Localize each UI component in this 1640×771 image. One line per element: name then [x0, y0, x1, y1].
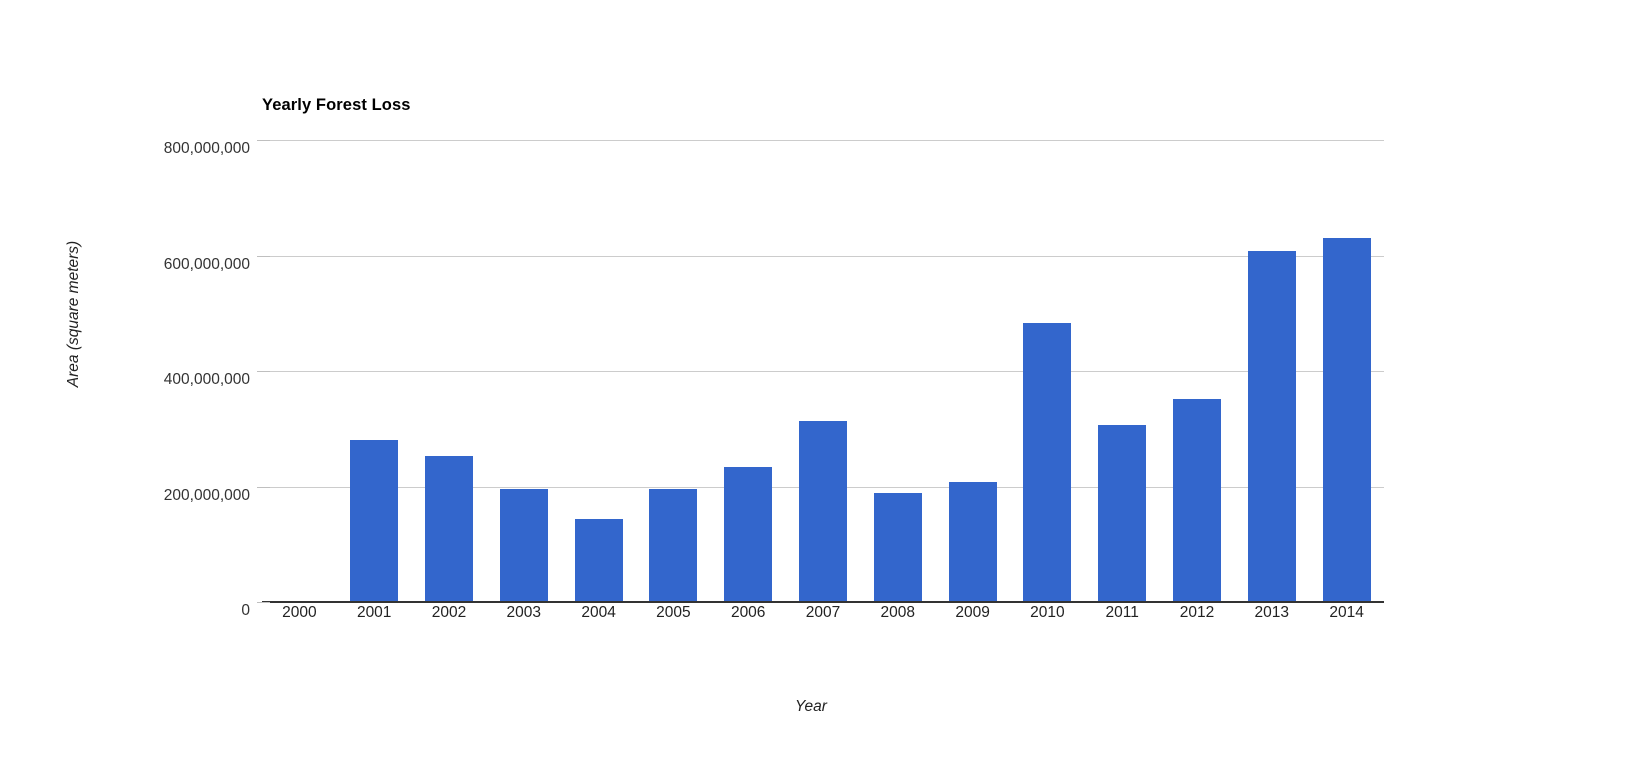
bar[interactable] [873, 492, 922, 602]
gridline [262, 255, 1384, 257]
bar[interactable] [350, 440, 399, 602]
bar[interactable] [724, 467, 773, 602]
y-tick-mark [257, 255, 270, 257]
y-tick-label: 400,000,000 [163, 371, 250, 388]
x-axis-ticks: 2000 2001 2002 2003 2004 2005 2006 2007 2008 2009… [262, 604, 1384, 634]
bar-slot [1010, 140, 1085, 602]
bar-slot [860, 140, 935, 602]
y-axis-title: Area (square meters) [65, 240, 82, 388]
bar-series [262, 140, 1384, 602]
x-tick-label: 2006 [730, 604, 766, 621]
x-tick-label: 2002 [431, 604, 467, 621]
x-tick-label: 2011 [1105, 604, 1139, 621]
bar-slot [1085, 140, 1160, 602]
x-tick-label: 2000 [282, 604, 317, 621]
bar[interactable] [1023, 322, 1072, 602]
bar[interactable] [1098, 425, 1147, 602]
gridline [262, 371, 1384, 372]
x-tick-label: 2014 [1329, 604, 1364, 621]
bar-slot [636, 140, 711, 602]
bar[interactable] [649, 488, 698, 602]
x-tick-label: 2010 [1030, 604, 1065, 621]
y-tick-label: 600,000,000 [163, 255, 250, 273]
y-tick-mark [257, 602, 270, 603]
x-tick-label: 2008 [880, 604, 916, 621]
bar-slot [1160, 140, 1235, 602]
x-axis-title-text: Year [795, 698, 827, 715]
x-tick-label: 2005 [656, 604, 691, 621]
bar-slot [786, 140, 861, 602]
y-tick-mark [257, 140, 270, 141]
bar-slot [486, 140, 561, 602]
bar-slot [1234, 140, 1309, 602]
gridline [262, 140, 1384, 141]
x-tick-label: 2004 [581, 604, 616, 621]
bar-slot [262, 140, 337, 602]
bar-slot [561, 140, 636, 602]
chart-title: Yearly Forest Loss [262, 96, 411, 114]
y-tick-label: 800,000,000 [163, 140, 250, 157]
bar[interactable] [1172, 398, 1221, 602]
bar-slot [1309, 140, 1384, 602]
x-tick-label: 2013 [1254, 604, 1290, 621]
x-axis-title: Year [0, 698, 1640, 716]
bar-slot [412, 140, 487, 602]
bar[interactable] [424, 456, 473, 602]
bar[interactable] [1322, 238, 1371, 602]
bar-slot [337, 140, 412, 602]
bar[interactable] [948, 481, 997, 602]
x-tick-label: 2001 [356, 604, 392, 621]
bar-slot [935, 140, 1010, 602]
axis-baseline [262, 601, 1384, 603]
bar[interactable] [798, 421, 847, 602]
bar-slot [711, 140, 786, 602]
bar[interactable] [499, 488, 548, 602]
x-tick-label: 2009 [955, 604, 990, 621]
x-tick-label: 2012 [1179, 604, 1215, 621]
bar[interactable] [574, 519, 623, 602]
y-tick-label: 200,000,000 [163, 486, 250, 504]
bar[interactable] [1247, 251, 1296, 602]
y-tick-label: 0 [241, 602, 250, 619]
y-tick-mark [257, 486, 270, 488]
y-tick-mark [257, 371, 270, 372]
x-tick-label: 2007 [805, 604, 841, 621]
plot-area [262, 140, 1384, 603]
x-tick-label: 2003 [506, 604, 542, 621]
